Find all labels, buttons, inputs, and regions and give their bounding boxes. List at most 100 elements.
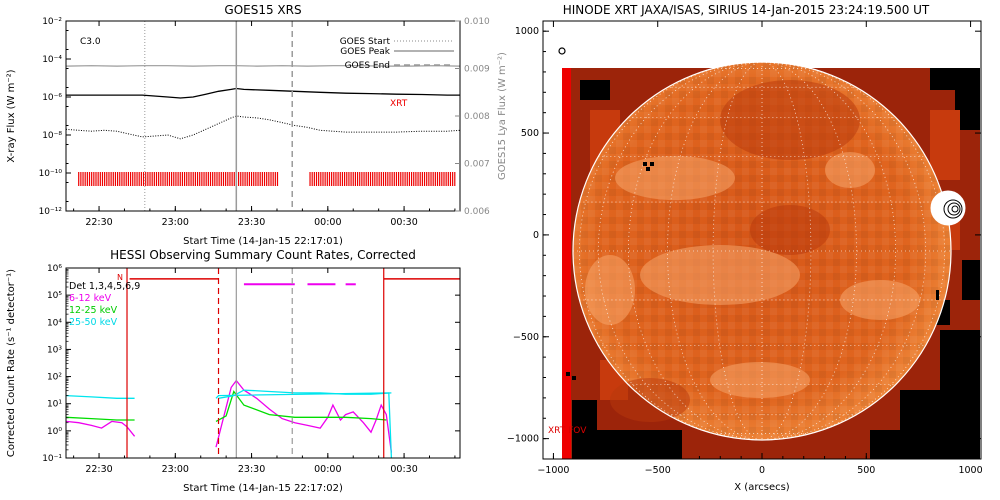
goes-xrt-label: XRT [390, 99, 408, 109]
xrt-image [562, 61, 980, 459]
flare-contours [930, 190, 966, 226]
hessi-series-cyan [218, 389, 392, 399]
longitude-line [667, 61, 763, 441]
y-tick-label: 10⁻⁴ [42, 55, 62, 65]
hessi-y-ticks: 10⁻¹ 10⁰ 10¹ 10² 10³ 10⁴ 10⁵ 10⁶ [42, 264, 460, 464]
longitude-line [712, 61, 763, 441]
longitude-line [597, 61, 763, 441]
goes-series-long [66, 87, 460, 99]
sun-active-regions [585, 152, 920, 398]
hessi-series-magenta [66, 420, 136, 437]
xrt-fov-edge [562, 68, 571, 459]
x-tick-label: 00:00 [314, 464, 341, 475]
y-tick-label: 10⁻² [42, 17, 62, 27]
goes-short-series [66, 115, 460, 140]
y-tick-label: 10³ [47, 345, 62, 355]
goes-xlabel: Start Time (14-Jan-15 22:17:01) [183, 236, 343, 247]
hessi-legend-12-25: 12-25 keV [69, 305, 118, 316]
y-tick-label: 10⁴ [47, 318, 62, 328]
hessi-series-green [66, 416, 135, 421]
x-tick-label: 22:30 [85, 217, 112, 228]
sun-limb [572, 61, 952, 441]
hessi-vlines [126, 268, 385, 458]
xrt-y-ticks: −1000 −500 0 500 1000 [507, 26, 981, 445]
hessi-series-cyan [215, 392, 393, 458]
goes-legend: GOES Start GOES Peak GOES End [340, 37, 454, 71]
goes-y2label: GOES15 Lya Flux (W m⁻²) [497, 52, 508, 180]
hessi-plot-frame [65, 267, 461, 459]
goes-series-short [66, 115, 460, 140]
hessi-legend-det: Det 1,3,4,5,6,9 [69, 281, 140, 292]
y2-tick-label: 0.008 [464, 112, 490, 122]
y-tick-label: 10¹ [47, 400, 62, 410]
hessi-series-green [215, 390, 387, 422]
x-tick-label: 00:00 [314, 217, 341, 228]
y-tick-label: −1000 [507, 434, 539, 445]
xrt-xlabel: X (arcsecs) [734, 482, 790, 493]
goes-legend-end: GOES End [345, 61, 390, 71]
sun-dark-regions [610, 80, 860, 422]
hessi-legend-25-50: 25-50 keV [69, 317, 118, 328]
y-tick-label: 10⁻⁸ [42, 131, 62, 141]
hessi-title: HESSI Observing Summary Count Rates, Cor… [110, 248, 416, 262]
longitude-line [761, 61, 857, 441]
x-tick-label: 23:30 [238, 217, 265, 228]
y-tick-label: 0 [533, 230, 539, 241]
hessi-xlabel: Start Time (14-Jan-15 22:17:02) [183, 483, 343, 494]
goes-legend-start: GOES Start [340, 37, 391, 47]
hessi-flag-label: N [117, 273, 123, 282]
y-tick-label: 10⁵ [47, 291, 62, 301]
hessi-series-magenta [215, 379, 393, 453]
sun-grid [573, 61, 951, 441]
xrt-circle-marker [558, 47, 566, 55]
xrt-x-ticks: −1000 −500 0 500 1000 [537, 21, 983, 476]
x-tick-label: 500 [857, 465, 875, 476]
longitude-line [579, 61, 763, 441]
goes-y2-ticks: 0.006 0.007 0.008 0.009 0.010 [455, 17, 490, 217]
y-tick-label: 1000 [515, 26, 539, 37]
hessi-legend: Det 1,3,4,5,6,9 6-12 keV 12-25 keV 25-50… [69, 281, 140, 328]
x-tick-label: −1000 [537, 465, 569, 476]
y-tick-label: 10⁻¹ [42, 454, 62, 464]
hessi-series-cyan [66, 394, 135, 399]
x-tick-label: −500 [645, 465, 671, 476]
goes-ylabel: X-ray Flux (W m⁻²) [6, 69, 17, 162]
y-tick-label: 500 [521, 128, 539, 139]
longitude-line [761, 61, 927, 441]
xrt-fov-label: XRT FOV [548, 426, 587, 436]
hessi-ylabel: Corrected Count Rate (s⁻¹ detector⁻¹) [6, 269, 17, 457]
hessi-panel: HESSI Observing Summary Count Rates, Cor… [6, 248, 461, 494]
x-tick-label: 23:30 [238, 464, 265, 475]
y-tick-label: −500 [513, 332, 539, 343]
hessi-legend-6-12: 6-12 keV [69, 293, 112, 304]
x-tick-label: 23:00 [162, 464, 189, 475]
goes-x-ticks: 22:30 23:00 23:30 00:00 00:30 [73, 21, 456, 228]
xrt-panel: HINODE XRT JAXA/ISAS, SIRIUS 14-Jan-2015… [507, 3, 983, 493]
goes-panel: GOES15 XRS 22:30 23:00 23:30 00:00 00:30 10⁻… [6, 3, 508, 247]
y-tick-label: 10⁻¹⁰ [39, 169, 63, 179]
goes-event-lines [144, 21, 293, 211]
y-tick-label: 10⁻⁶ [42, 93, 62, 103]
x-tick-label: 00:30 [390, 464, 417, 475]
xrt-offdisk-texture [572, 68, 980, 459]
y-tick-label: 10⁶ [47, 264, 62, 274]
x-tick-label: 22:30 [85, 464, 112, 475]
x-tick-label: 1000 [958, 465, 982, 476]
hessi-x-ticks: 22:30 23:00 23:30 00:00 00:30 [73, 268, 456, 475]
y2-tick-label: 0.009 [464, 65, 490, 75]
y2-tick-label: 0.010 [464, 17, 490, 27]
goes-xrt-marks [78, 172, 456, 186]
hessi-series [66, 379, 393, 458]
y-tick-label: 10⁰ [47, 427, 62, 437]
x-tick-label: 0 [759, 465, 765, 476]
y2-tick-label: 0.007 [464, 160, 490, 170]
goes-y-ticks: 10⁻¹² 10⁻¹⁰ 10⁻⁸ 10⁻⁶ 10⁻⁴ 10⁻² [39, 17, 71, 217]
goes-long-series [66, 87, 460, 99]
sunspot-markers [566, 162, 939, 380]
longitude-line [761, 61, 945, 441]
goes-legend-peak: GOES Peak [340, 47, 390, 57]
y2-tick-label: 0.006 [464, 207, 490, 217]
longitude-line [761, 61, 812, 441]
y-tick-label: 10⁻¹² [39, 207, 63, 217]
